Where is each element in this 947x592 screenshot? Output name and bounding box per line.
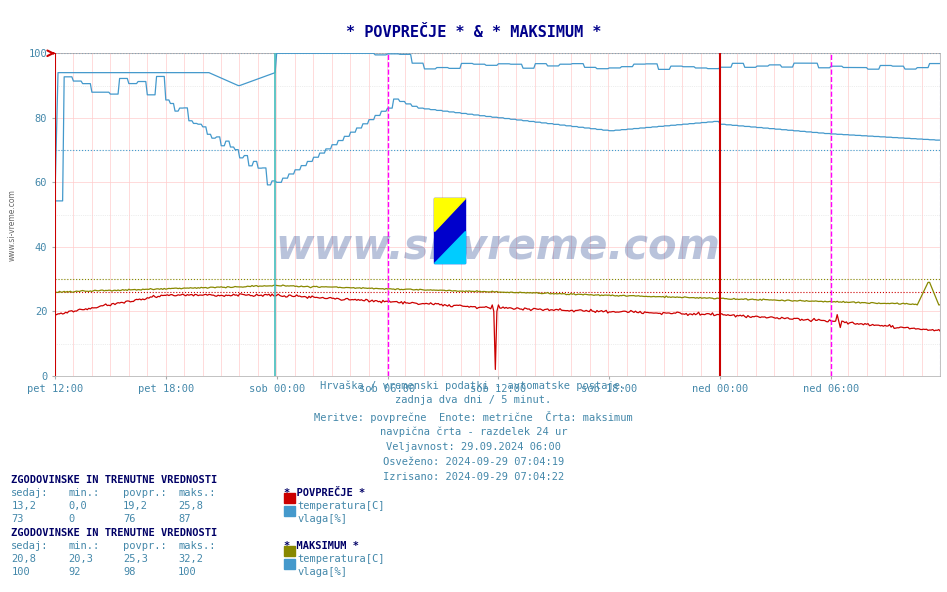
Text: maks.:: maks.: bbox=[178, 541, 216, 551]
Text: 0,0: 0,0 bbox=[68, 501, 87, 511]
Text: 25,3: 25,3 bbox=[123, 554, 148, 564]
Text: 98: 98 bbox=[123, 567, 135, 577]
Text: * MAKSIMUM *: * MAKSIMUM * bbox=[284, 541, 359, 551]
Text: povpr.:: povpr.: bbox=[123, 541, 167, 551]
Text: 13,2: 13,2 bbox=[11, 501, 36, 511]
Text: 19,2: 19,2 bbox=[123, 501, 148, 511]
Text: vlaga[%]: vlaga[%] bbox=[297, 567, 348, 577]
Text: vlaga[%]: vlaga[%] bbox=[297, 514, 348, 524]
Text: 20,8: 20,8 bbox=[11, 554, 36, 564]
Text: temperatura[C]: temperatura[C] bbox=[297, 554, 384, 564]
Text: Osveženo: 2024-09-29 07:04:19: Osveženo: 2024-09-29 07:04:19 bbox=[383, 457, 564, 467]
Text: 76: 76 bbox=[123, 514, 135, 524]
Text: sedaj:: sedaj: bbox=[11, 541, 49, 551]
Text: 92: 92 bbox=[68, 567, 80, 577]
Text: ZGODOVINSKE IN TRENUTNE VREDNOSTI: ZGODOVINSKE IN TRENUTNE VREDNOSTI bbox=[11, 528, 218, 538]
Text: min.:: min.: bbox=[68, 488, 99, 498]
Text: * POVPREČJE * & * MAKSIMUM *: * POVPREČJE * & * MAKSIMUM * bbox=[346, 25, 601, 40]
Text: * POVPREČJE *: * POVPREČJE * bbox=[284, 488, 366, 498]
Text: 32,2: 32,2 bbox=[178, 554, 203, 564]
Text: Hrvaška / vremenski podatki - avtomatske postaje.: Hrvaška / vremenski podatki - avtomatske… bbox=[320, 380, 627, 391]
Text: 87: 87 bbox=[178, 514, 190, 524]
Text: 20,3: 20,3 bbox=[68, 554, 93, 564]
Text: 100: 100 bbox=[11, 567, 30, 577]
Text: 100: 100 bbox=[178, 567, 197, 577]
Text: www.si-vreme.com: www.si-vreme.com bbox=[8, 189, 17, 261]
Text: Veljavnost: 29.09.2024 06:00: Veljavnost: 29.09.2024 06:00 bbox=[386, 442, 561, 452]
Text: zadnja dva dni / 5 minut.: zadnja dva dni / 5 minut. bbox=[396, 395, 551, 406]
Text: 25,8: 25,8 bbox=[178, 501, 203, 511]
Text: 0: 0 bbox=[68, 514, 75, 524]
Text: 73: 73 bbox=[11, 514, 24, 524]
Text: Izrisano: 2024-09-29 07:04:22: Izrisano: 2024-09-29 07:04:22 bbox=[383, 472, 564, 482]
Text: Meritve: povprečne  Enote: metrične  Črta: maksimum: Meritve: povprečne Enote: metrične Črta:… bbox=[314, 411, 633, 423]
Text: min.:: min.: bbox=[68, 541, 99, 551]
Text: www.si-vreme.com: www.si-vreme.com bbox=[276, 226, 720, 268]
Polygon shape bbox=[434, 198, 465, 231]
Polygon shape bbox=[434, 231, 465, 263]
Text: maks.:: maks.: bbox=[178, 488, 216, 498]
Text: povpr.:: povpr.: bbox=[123, 488, 167, 498]
Text: navpična črta - razdelek 24 ur: navpična črta - razdelek 24 ur bbox=[380, 426, 567, 437]
Text: sedaj:: sedaj: bbox=[11, 488, 49, 498]
Text: ZGODOVINSKE IN TRENUTNE VREDNOSTI: ZGODOVINSKE IN TRENUTNE VREDNOSTI bbox=[11, 475, 218, 485]
Bar bbox=[434, 198, 465, 263]
Text: temperatura[C]: temperatura[C] bbox=[297, 501, 384, 511]
